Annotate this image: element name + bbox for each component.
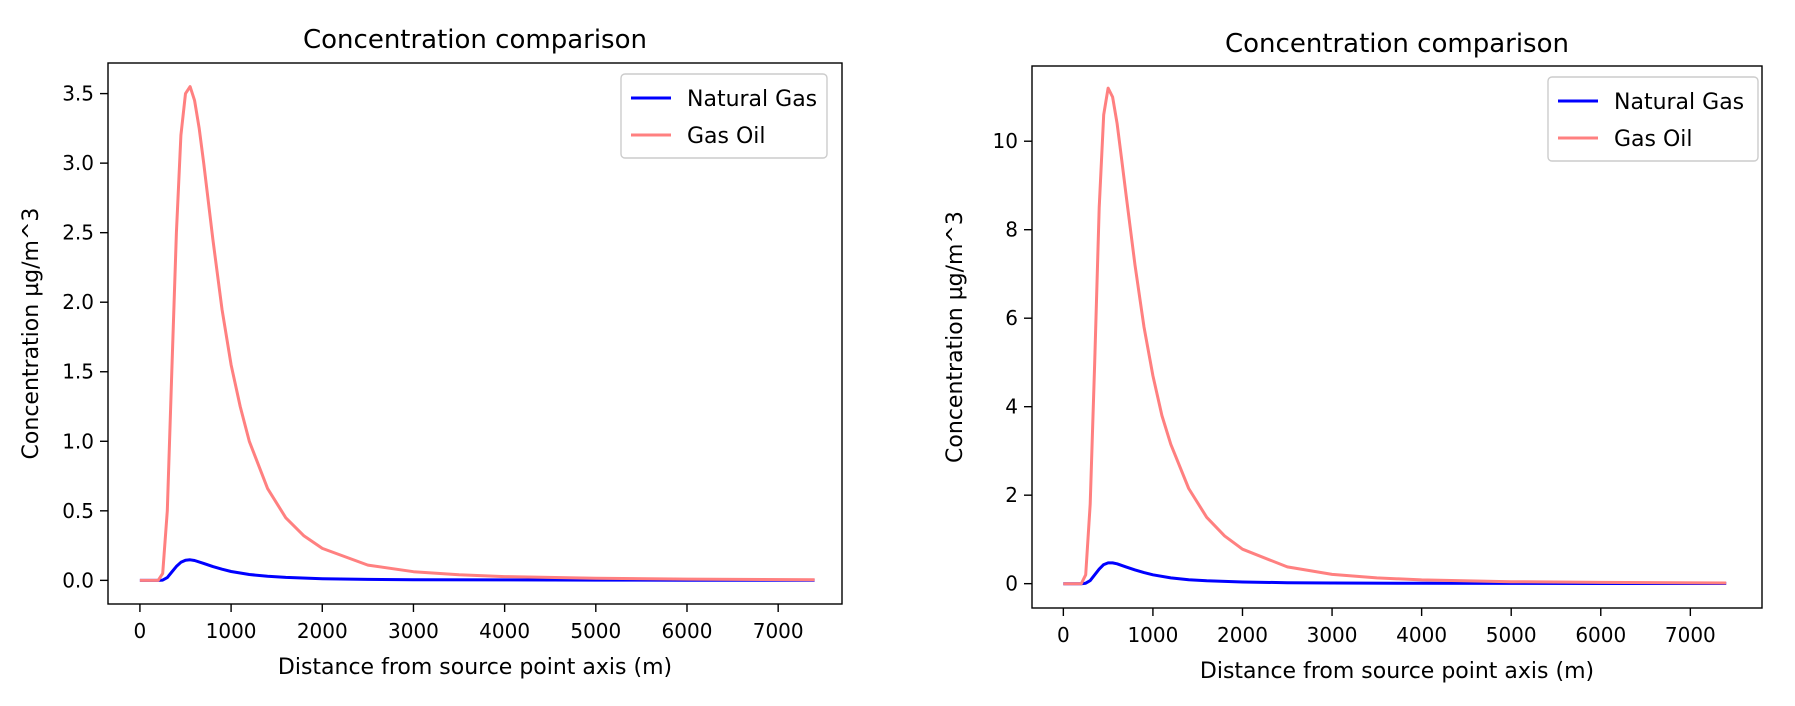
plot-frame [107, 62, 843, 605]
chart-title: Concentration comparison [303, 25, 647, 55]
y-tick-label: 4 [1005, 395, 1018, 419]
legend: Natural Gas Gas Oil [620, 73, 828, 159]
x-tick-label: 2000 [1217, 623, 1268, 647]
x-tick-label: 2000 [297, 619, 348, 643]
y-tick-label: 3.5 [62, 82, 94, 106]
x-tick-label: 5000 [1486, 623, 1537, 647]
y-tick-label: 1.5 [62, 360, 94, 384]
x-tick-label: 5000 [570, 619, 621, 643]
legend-label: Gas Oil [687, 124, 766, 149]
y-tick-label: 6 [1005, 306, 1018, 330]
y-tick-label: 0.0 [62, 568, 94, 592]
x-tick-label: 0 [134, 619, 147, 643]
legend-label: Gas Oil [1614, 127, 1693, 152]
x-tick-label: 6000 [662, 619, 713, 643]
legend-label: Natural Gas [687, 87, 817, 112]
y-tick-label: 10 [993, 129, 1018, 153]
x-tick-label: 4000 [1396, 623, 1447, 647]
y-axis-label: Concentration µg/m^3 [19, 208, 44, 460]
y-tick-label: 0.5 [62, 499, 94, 523]
x-tick-label: 0 [1057, 623, 1070, 647]
legend-box [1547, 76, 1759, 162]
x-axis-label: Distance from source point axis (m) [1200, 659, 1594, 684]
x-tick-label: 6000 [1575, 623, 1626, 647]
legend: Natural Gas Gas Oil [1547, 76, 1759, 162]
y-tick-label: 0 [1005, 572, 1018, 596]
y-tick-label: 2.5 [62, 221, 94, 245]
y-tick-label: 2 [1005, 483, 1018, 507]
x-tick-label: 3000 [1307, 623, 1358, 647]
x-tick-label: 4000 [479, 619, 530, 643]
legend-label: Natural Gas [1614, 90, 1744, 115]
x-tick-label: 1000 [206, 619, 257, 643]
x-tick-label: 3000 [388, 619, 439, 643]
plot-frame [1031, 65, 1763, 609]
chart-panel-right: 0 1000 2000 3000 4000 5000 6000 7000 0 2 4 6 8 10 Conc… [900, 0, 1795, 706]
y-tick-label: 8 [1005, 218, 1018, 242]
y-tick-label: 1.0 [62, 429, 94, 453]
legend-box [620, 73, 828, 159]
chart-left: 0 1000 2000 3000 4000 5000 6000 7000 0.0 0.5 1.0 1.… [19, 25, 843, 680]
x-axis-label: Distance from source point axis (m) [278, 655, 672, 680]
series-line-gas-oil [1063, 86, 1727, 586]
y-axis-label: Concentration µg/m^3 [943, 211, 968, 463]
y-tick-label: 2.0 [62, 290, 94, 314]
y-tick-label: 3.0 [62, 151, 94, 175]
chart-title: Concentration comparison [1225, 29, 1569, 59]
series-line-natural-gas [1063, 561, 1727, 586]
series-line-natural-gas [139, 558, 815, 582]
x-tick-label: 7000 [753, 619, 804, 643]
chart-panel-left: 0 1000 2000 3000 4000 5000 6000 7000 0.0 0.5 1.0 1.… [19, 25, 843, 680]
series-line-gas-oil [139, 85, 815, 582]
x-tick-label: 1000 [1127, 623, 1178, 647]
chart-right: 0 1000 2000 3000 4000 5000 6000 7000 0 2 4 6 8 10 Conc… [943, 29, 1763, 684]
x-tick-label: 7000 [1665, 623, 1716, 647]
